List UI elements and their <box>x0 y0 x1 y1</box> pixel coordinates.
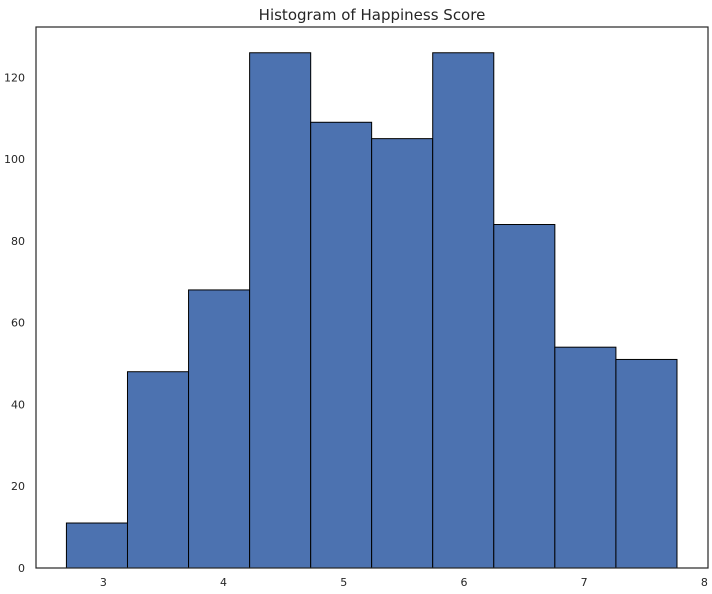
y-tick-label: 60 <box>11 317 25 330</box>
y-tick-label: 20 <box>11 480 25 493</box>
histogram-bar-9 <box>554 346 617 569</box>
y-axis-ticks: 0 20 40 60 80 100 120 <box>4 71 25 575</box>
chart-title: Histogram of Happiness Score <box>259 6 486 24</box>
histogram-bar-4 <box>249 52 312 569</box>
x-tick-label: 5 <box>340 576 347 589</box>
plot-area-frame <box>35 26 709 569</box>
y-tick-label: 100 <box>4 153 25 166</box>
y-tick-label: 0 <box>18 562 25 575</box>
histogram-bar-6 <box>371 138 434 569</box>
x-tick-label: 8 <box>701 576 708 589</box>
histogram-bar-7 <box>432 52 495 569</box>
x-tick-label: 6 <box>460 576 467 589</box>
x-axis-ticks: 3 4 5 6 7 8 <box>100 576 708 589</box>
histogram-bar-5 <box>310 121 373 569</box>
x-tick-label: 4 <box>220 576 227 589</box>
histogram-bar-3 <box>188 289 251 569</box>
histogram-bar-8 <box>493 224 556 569</box>
histogram-bar-1 <box>65 522 128 569</box>
histogram-bars <box>65 52 678 569</box>
histogram-bar-10 <box>615 358 678 569</box>
x-tick-label: 7 <box>581 576 588 589</box>
y-tick-label: 120 <box>4 71 25 84</box>
histogram-bar-2 <box>126 371 190 569</box>
y-tick-label: 40 <box>11 398 25 411</box>
y-tick-label: 80 <box>11 235 25 248</box>
x-tick-label: 3 <box>100 576 107 589</box>
